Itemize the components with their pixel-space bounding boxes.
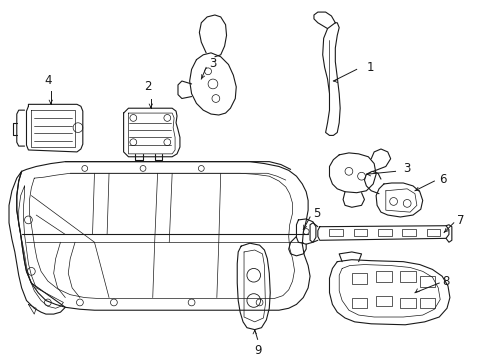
Text: 1: 1 [367,61,374,74]
Text: 6: 6 [439,172,447,186]
Bar [378,229,392,237]
Bar [376,296,392,306]
Bar [400,298,416,308]
Bar [352,298,368,308]
Bar [352,273,368,284]
Bar [376,271,392,282]
Bar [420,276,435,287]
Text: 9: 9 [254,344,261,357]
Bar [402,229,416,237]
Text: 3: 3 [209,57,217,70]
Text: 3: 3 [403,162,411,175]
Text: 4: 4 [44,74,51,87]
Bar [329,229,343,237]
Bar [354,229,368,237]
Bar [400,271,416,282]
Text: 7: 7 [457,214,464,228]
Bar [427,229,440,237]
Text: 2: 2 [144,80,151,93]
Text: 5: 5 [313,207,320,220]
Bar [420,298,435,308]
Text: 8: 8 [442,275,449,288]
